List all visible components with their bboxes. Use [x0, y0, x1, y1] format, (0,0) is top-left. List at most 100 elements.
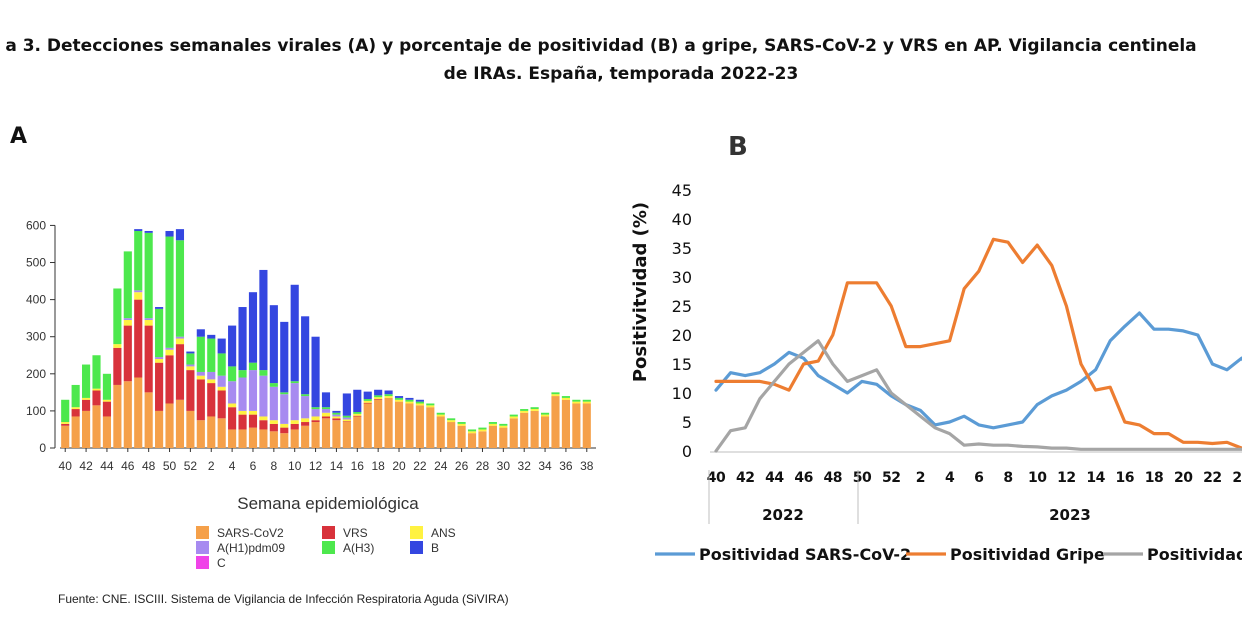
bar-segment: [228, 381, 237, 404]
bar-segment: [342, 419, 351, 422]
x-tick-label-b: 24: [1232, 470, 1242, 486]
x-tick-label-a: 46: [121, 459, 135, 473]
x-tick-label-b: 52: [882, 470, 900, 486]
bar-segment: [248, 414, 258, 428]
bar-segment: [311, 409, 320, 417]
bar-segment: [71, 409, 80, 417]
x-tick-label-b: 16: [1116, 470, 1134, 486]
bar-segment: [321, 407, 331, 410]
bar-segment: [540, 416, 550, 448]
x-tick-label-a: 36: [559, 459, 573, 473]
y-tick-label-a: 500: [26, 256, 46, 270]
bar-segment: [71, 416, 80, 448]
bar-segment: [540, 412, 550, 415]
bar-segment: [113, 384, 122, 448]
bar-segment: [311, 407, 320, 410]
y-tick-label-a: 400: [26, 293, 46, 307]
bar-segment: [259, 370, 268, 376]
bar-segment: [280, 423, 289, 428]
x-tick-label-a: 22: [413, 459, 427, 473]
legend-label-a: A(H1)pdm09: [217, 541, 285, 555]
bar-segment: [321, 418, 331, 448]
x-tick-label-a: 8: [270, 459, 277, 473]
bar-segment: [311, 422, 320, 448]
x-tick-label-b: 40: [707, 470, 726, 486]
bar-segment: [269, 420, 278, 424]
bar-segment: [290, 383, 299, 421]
x-tick-label-b: 8: [1003, 470, 1012, 486]
bar-segment: [102, 416, 112, 448]
bar-segment: [415, 405, 424, 448]
bar-segment: [248, 370, 258, 411]
bar-segment: [353, 416, 362, 448]
x-tick-label-a: 28: [476, 459, 490, 473]
bar-segment: [457, 423, 466, 426]
bar-segment: [134, 290, 143, 293]
bar-segment: [123, 320, 132, 326]
bar-segment: [394, 399, 404, 402]
y-tick-label-a: 200: [26, 367, 46, 381]
bar-segment: [238, 429, 247, 448]
x-tick-label-a: 32: [518, 459, 532, 473]
x-tick-label-a: 26: [455, 459, 469, 473]
legend-label-a: ANS: [431, 526, 456, 540]
bar-segment: [175, 338, 185, 345]
bar-segment: [228, 429, 237, 448]
bar-segment: [144, 232, 153, 319]
bar-segment: [269, 305, 278, 384]
bar-segment: [165, 355, 174, 404]
bar-segment: [363, 402, 372, 404]
x-tick-label-b: 22: [1203, 470, 1221, 486]
legend-swatch-a: [410, 526, 423, 539]
bar-segment: [92, 405, 101, 448]
bar-segment: [259, 416, 268, 421]
legend-swatch-a: [196, 541, 209, 554]
x-tick-label-a: 10: [288, 459, 302, 473]
legend-label-a: VRS: [343, 526, 368, 540]
bar-segment: [551, 396, 560, 448]
bar-segment: [238, 377, 247, 411]
bar-segment: [186, 410, 195, 448]
bar-segment: [290, 429, 299, 448]
y-tick-label-b: 30: [672, 268, 692, 287]
y-tick-label-a: 600: [26, 218, 46, 232]
x-tick-label-a: 38: [580, 459, 594, 473]
bar-segment: [447, 418, 456, 421]
bar-segment: [301, 418, 310, 423]
y-tick-label-a: 0: [39, 441, 46, 455]
bar-segment: [321, 412, 331, 417]
legend-label-b: Positividad Gripe: [950, 545, 1105, 564]
bar-segment: [259, 269, 268, 371]
bar-segment: [228, 407, 237, 430]
bar-segment: [155, 307, 164, 309]
bar-segment: [82, 399, 91, 411]
bar-segment: [332, 414, 341, 417]
series-line-b: [714, 237, 1242, 450]
bar-segment: [353, 413, 362, 416]
bar-segment: [436, 414, 445, 417]
x-tick-label-a: 30: [497, 459, 511, 473]
x-tick-label-a: 16: [351, 459, 365, 473]
bar-segment: [228, 325, 237, 367]
bar-segment: [374, 399, 383, 400]
bar-segment: [165, 236, 174, 348]
bar-segment: [71, 384, 80, 408]
bar-segment: [415, 403, 424, 406]
legend-label-a: C: [217, 556, 226, 570]
bar-segment: [342, 393, 351, 416]
year-label-2022: 2022: [762, 506, 804, 524]
bar-segment: [290, 423, 299, 430]
x-tick-label-a: 42: [79, 459, 93, 473]
legend-label-b: Positividad VRS: [1147, 545, 1242, 564]
x-tick-label-b: 6: [974, 470, 983, 486]
bar-segment: [301, 422, 310, 426]
x-tick-label-b: 2: [916, 470, 925, 486]
bar-segment: [353, 389, 362, 413]
bar-segment: [92, 388, 101, 391]
bar-segment: [478, 431, 487, 448]
bar-segment: [175, 336, 185, 339]
bar-segment: [144, 230, 153, 233]
bar-segment: [405, 403, 414, 448]
bar-segment: [353, 412, 362, 414]
